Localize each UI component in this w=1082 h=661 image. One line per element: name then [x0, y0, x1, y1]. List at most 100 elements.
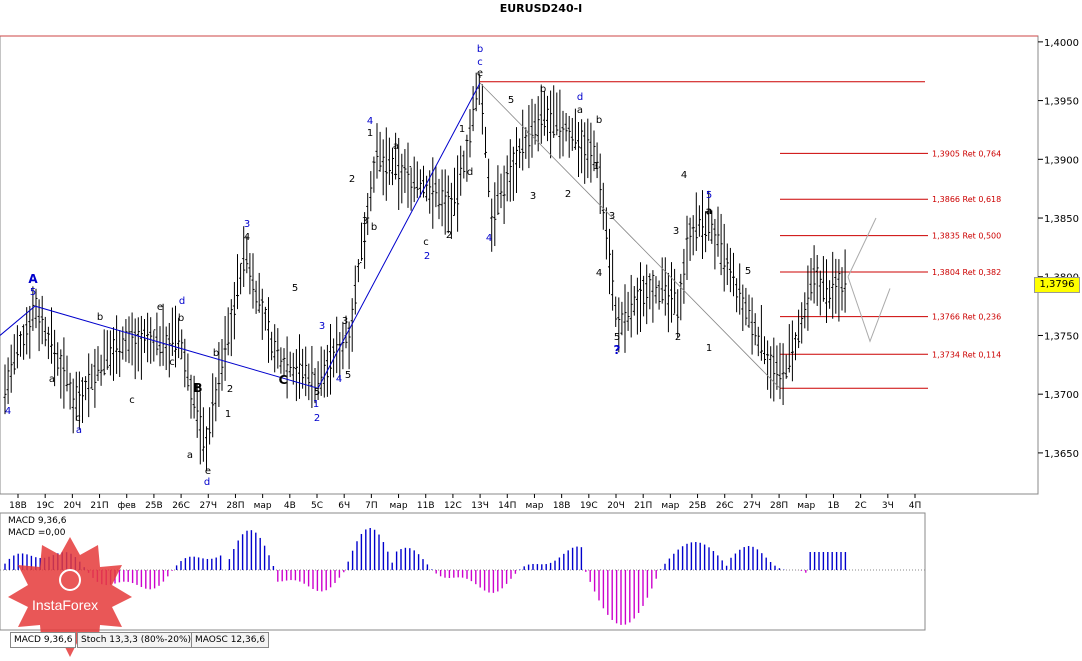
- chart-title: EURUSD240-I: [499, 2, 583, 15]
- macd-frame: [0, 512, 926, 631]
- wave-label: 4: [5, 406, 11, 417]
- wave-label: a: [187, 450, 193, 461]
- x-tick-label: 13Ч: [471, 501, 489, 511]
- wave-label: e: [477, 68, 483, 79]
- wave-label: b: [213, 348, 219, 359]
- wave-label: 5: [314, 387, 320, 398]
- wave-label: c: [423, 237, 429, 248]
- retracement-label: 1,3835 Ret 0,500: [932, 232, 1001, 241]
- x-tick-label: 4В: [284, 501, 296, 511]
- x-tick-label: 11В: [417, 501, 435, 511]
- wave-label: e: [157, 302, 163, 313]
- x-tick-label: 20Ч: [607, 501, 625, 511]
- wave-label: d: [204, 477, 210, 488]
- x-tick-label: мар: [525, 501, 543, 511]
- x-tick-label: 28П: [226, 501, 244, 511]
- x-tick-label: 2С: [855, 501, 867, 511]
- x-tick-label: мар: [797, 501, 815, 511]
- wave-label: 2: [314, 413, 320, 424]
- tab-stoch[interactable]: Stoch 13,3,3 (80%-20%): [77, 632, 196, 648]
- logo-text: InstaForex: [32, 597, 99, 613]
- x-tick-label: 12С: [444, 501, 462, 511]
- wave-label: a: [706, 206, 713, 217]
- wave-label: b: [477, 44, 483, 55]
- wave-label: 3: [342, 316, 348, 327]
- wave-label: 2: [565, 189, 571, 200]
- wave-label: 1: [367, 128, 373, 139]
- retracement-label: 1,3905 Ret 0,764: [932, 149, 1001, 158]
- wave-label: e: [205, 466, 211, 477]
- wave-label: c: [169, 357, 175, 368]
- x-tick-label: 21П: [634, 501, 652, 511]
- wave-label: 3: [244, 219, 250, 230]
- x-tick-label: 26С: [716, 501, 734, 511]
- wave-label: 3: [530, 191, 536, 202]
- wave-label: 4: [367, 116, 373, 127]
- retracement-label: 1,3766 Ret 0,236: [932, 313, 1001, 322]
- wave-label: 2: [675, 332, 681, 343]
- wave-label: 2: [227, 384, 233, 395]
- instaforex-logo-icon: [8, 537, 132, 657]
- wave-label: 1: [313, 399, 319, 410]
- x-tick-label: 25В: [689, 501, 707, 511]
- wave-label: 1: [225, 409, 231, 420]
- x-tick-label: 18В: [553, 501, 571, 511]
- y-tick-label: 1,3700: [1044, 390, 1079, 401]
- wave-label: b: [596, 115, 602, 126]
- wave-label: c: [129, 395, 135, 406]
- retracement-label: 1,3804 Ret 0,382: [932, 268, 1001, 277]
- retracement-label: 1,3734 Ret 0,114: [932, 350, 1001, 359]
- wave-label: 3: [362, 216, 368, 227]
- y-tick-label: 1,3850: [1044, 214, 1079, 225]
- macd-label-1: MACD 9,36,6: [8, 516, 67, 526]
- y-tick-label: 1,3900: [1044, 155, 1079, 166]
- wave-label: 3: [609, 211, 615, 222]
- wave-label: c: [75, 413, 81, 424]
- price-frame: [0, 35, 1039, 495]
- wave-label: b: [371, 222, 377, 233]
- x-tick-label: 25В: [145, 501, 163, 511]
- wave-label: 3: [673, 226, 679, 237]
- x-tick-label: 1В: [828, 501, 840, 511]
- x-tick-label: 4П: [909, 501, 922, 511]
- macd-label-2: MACD =0,00: [8, 528, 66, 538]
- wave-label: 1: [593, 161, 599, 172]
- x-tick-label: 19С: [580, 501, 598, 511]
- wave-line-secondary: [479, 82, 781, 389]
- projection-line-up: [847, 217, 877, 277]
- wave-label: 1: [706, 343, 712, 354]
- wave-label: 4: [486, 233, 492, 244]
- wave-label: 4: [244, 232, 250, 243]
- tab-macd[interactable]: MACD 9,36,6: [10, 632, 77, 648]
- retracement-label: 1,3866 Ret 0,618: [932, 195, 1001, 204]
- wave-label: 5: [745, 266, 751, 277]
- wave-label: a: [393, 141, 399, 152]
- wave-label: d: [179, 296, 185, 307]
- x-tick-label: мар: [661, 501, 679, 511]
- wave-label: d: [577, 92, 583, 103]
- x-tick-label: 27Ч: [199, 501, 217, 511]
- wave-label: a: [76, 425, 82, 436]
- y-tick-label: 1,3650: [1044, 449, 1079, 460]
- y-tick-label: 1,3750: [1044, 331, 1079, 342]
- x-tick-label: фев: [117, 501, 136, 511]
- x-tick-label: 20Ч: [64, 501, 82, 511]
- price-plot-area: 1,40001,39501,39001,38501,38001,37501,37…: [0, 35, 1079, 511]
- x-tick-label: 18В: [9, 501, 27, 511]
- x-tick-label: 19С: [36, 501, 54, 511]
- wave-label: b: [540, 84, 546, 95]
- projection-line: [847, 276, 891, 343]
- wave-label: a: [49, 374, 55, 385]
- wave-label: A: [28, 272, 38, 286]
- tab-maosc[interactable]: MAOSC 12,36,6: [191, 632, 270, 648]
- wave-label: 5: [345, 370, 351, 381]
- x-tick-label: 7П: [365, 501, 378, 511]
- x-tick-label: мар: [390, 501, 408, 511]
- x-tick-label: 3Ч: [882, 501, 894, 511]
- y-tick-label: 1,3950: [1044, 97, 1079, 108]
- wave-label: 4: [336, 374, 342, 385]
- wave-label: 5: [706, 190, 712, 201]
- wave-label: B: [193, 381, 202, 395]
- x-tick-label: 6Ч: [338, 501, 350, 511]
